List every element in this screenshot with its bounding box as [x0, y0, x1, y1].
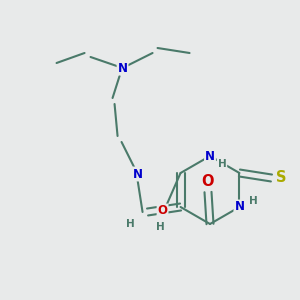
Text: H: H — [156, 222, 165, 232]
Text: H: H — [126, 219, 135, 229]
Text: N: N — [234, 200, 244, 214]
Text: H: H — [218, 159, 226, 169]
Text: H: H — [249, 196, 258, 206]
Text: S: S — [276, 170, 287, 185]
Text: O: O — [158, 205, 168, 218]
Text: N: N — [205, 149, 215, 163]
Text: N: N — [118, 61, 128, 74]
Text: O: O — [202, 175, 214, 190]
Text: N: N — [133, 167, 142, 181]
